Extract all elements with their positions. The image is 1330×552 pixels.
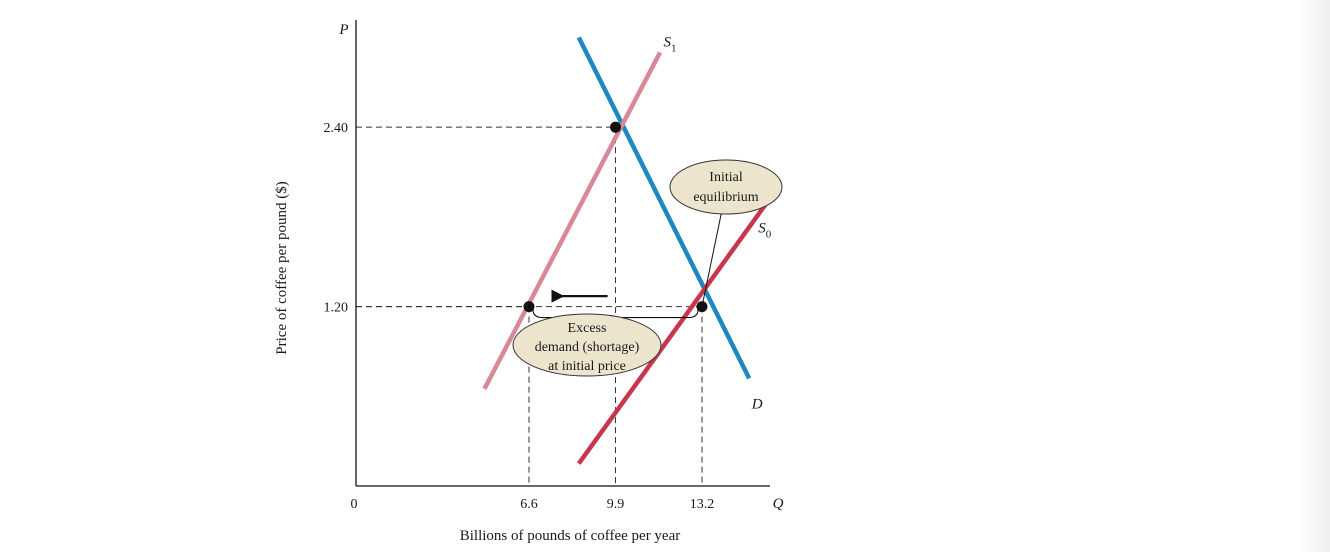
- equilibrium-point-0: [523, 301, 535, 313]
- x-tick-label-2: 13.2: [690, 497, 715, 512]
- x-axis-symbol: Q: [773, 496, 784, 512]
- excess-bubble: [512, 313, 662, 377]
- y-tick-label-0: 1.20: [324, 301, 349, 316]
- origin-label: 0: [351, 497, 358, 512]
- initial-text-0: Initial: [709, 170, 743, 185]
- excess-text-1: demand (shortage): [535, 340, 640, 355]
- equilibrium-point-1: [609, 121, 621, 133]
- curve-d: [576, 36, 752, 380]
- curve-s0: [576, 193, 775, 465]
- annotations: Initial equilibrium Excess demand (shortage…: [512, 159, 783, 377]
- initial-text-1: equilibrium: [693, 190, 758, 205]
- curve-label-d: D: [751, 396, 763, 412]
- initial-pointer: [701, 209, 723, 307]
- y-axis-title: Price of coffee per pound ($): [274, 181, 290, 354]
- curves: [482, 36, 775, 465]
- edge-shade: [1296, 0, 1330, 552]
- x-axis-title: Billions of pounds of coffee per year: [460, 528, 681, 544]
- y-tick-label-1: 2.40: [324, 121, 349, 136]
- equilibrium-point-2: [696, 301, 708, 313]
- y-axis-symbol: P: [338, 22, 348, 38]
- labels: 6.6 9.9 13.2 1.20 2.40 D S0 S1: [324, 34, 772, 512]
- excess-text-0: Excess: [568, 321, 607, 336]
- equilibrium-points: [523, 121, 708, 313]
- curve-label-s1: S1: [664, 34, 677, 54]
- x-tick-label-1: 9.9: [607, 497, 625, 512]
- curve-label-s0: S0: [758, 220, 772, 240]
- curve-s1: [482, 51, 663, 390]
- initial-bubble: [669, 159, 783, 215]
- excess-text-2: at initial price: [548, 359, 626, 374]
- x-tick-label-0: 6.6: [520, 497, 538, 512]
